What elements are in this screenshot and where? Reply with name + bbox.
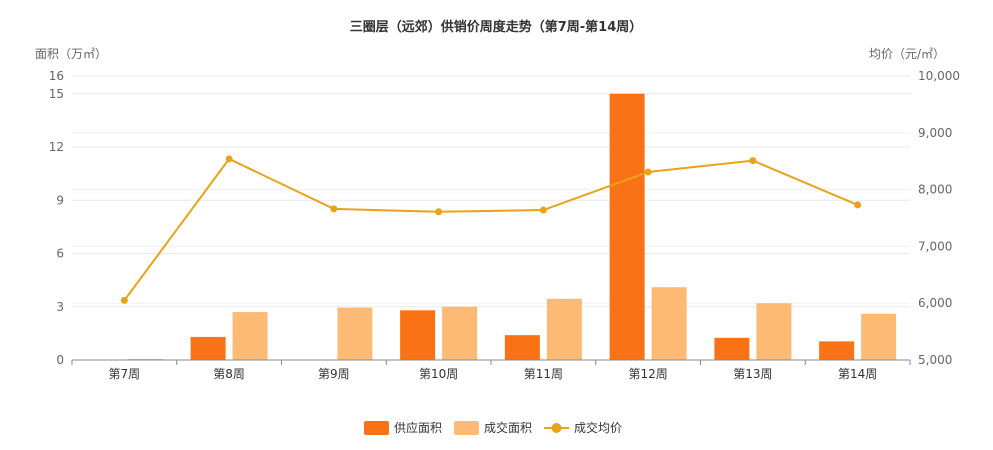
legend-item[interactable]: 供应面积: [364, 420, 442, 435]
legend[interactable]: 供应面积 成交面积 成交均价: [364, 420, 622, 435]
grid: [72, 75, 910, 308]
price-point: [854, 201, 862, 209]
deal-bar: [651, 287, 687, 360]
x-tick-label: 第10周: [419, 367, 458, 381]
price-line-path: [123, 157, 859, 301]
right-tick-label: 5,000: [918, 353, 952, 367]
price-line: [120, 155, 862, 304]
price-point: [644, 168, 652, 176]
left-tick-label: 3: [56, 300, 64, 314]
right-tick-label: 8,000: [918, 183, 952, 197]
legend-swatch: [364, 421, 389, 435]
right-tick-label: 9,000: [918, 126, 952, 140]
deal-bar: [442, 306, 478, 360]
legend-label: 成交均价: [574, 420, 622, 435]
price-point: [539, 206, 547, 214]
legend-marker: [551, 423, 562, 433]
x-tick-label: 第12周: [628, 367, 667, 381]
price-point: [120, 296, 128, 304]
left-tick-label: 6: [56, 247, 64, 261]
deal-bar: [756, 303, 792, 360]
left-tick-label: 12: [49, 140, 64, 154]
supply-bar: [400, 310, 436, 360]
right-tick-label: 6,000: [918, 296, 952, 310]
price-point: [330, 205, 338, 213]
deal-bar: [861, 313, 897, 360]
supply-bar: [714, 337, 750, 360]
x-tick-label: 第13周: [733, 367, 772, 381]
price-point: [749, 157, 757, 165]
chart-title: 三圈层（远郊）供销价周度走势（第7周-第14周）: [350, 19, 643, 35]
bars: [127, 93, 897, 360]
price-point: [225, 155, 233, 163]
x-tick-label: 第14周: [838, 367, 877, 381]
legend-item[interactable]: 成交均价: [544, 420, 622, 435]
legend-item[interactable]: 成交面积: [454, 420, 532, 435]
legend-swatch: [454, 421, 479, 435]
x-tick-label: 第11周: [524, 367, 563, 381]
supply-bar: [190, 336, 226, 360]
right-tick-label: 10,000: [918, 69, 960, 83]
legend-label: 成交面积: [484, 420, 532, 435]
right-tick-label: 7,000: [918, 239, 952, 253]
x-tick-label: 第8周: [213, 367, 245, 381]
x-tick-label: 第7周: [109, 367, 141, 381]
deal-bar: [546, 298, 582, 360]
right-axis-label: 均价（元/㎡）: [869, 47, 945, 61]
deal-bar: [337, 307, 373, 360]
left-tick-label: 0: [56, 353, 64, 367]
left-axis-label: 面积（万㎡）: [35, 47, 107, 61]
supply-bar: [609, 93, 645, 360]
price-point: [435, 208, 443, 216]
legend-label: 供应面积: [394, 420, 442, 435]
deal-bar: [232, 312, 268, 360]
x-tick-label: 第9周: [318, 367, 350, 381]
supply-bar: [819, 341, 855, 360]
left-tick-label: 16: [49, 69, 64, 83]
axes: 0 3 6 9 12 15 16 5,000 6,000 7,000 8,000 9,000 10,00…: [49, 69, 960, 381]
supply-bar: [504, 335, 540, 360]
left-tick-label: 15: [49, 87, 64, 101]
left-tick-label: 9: [56, 193, 64, 207]
